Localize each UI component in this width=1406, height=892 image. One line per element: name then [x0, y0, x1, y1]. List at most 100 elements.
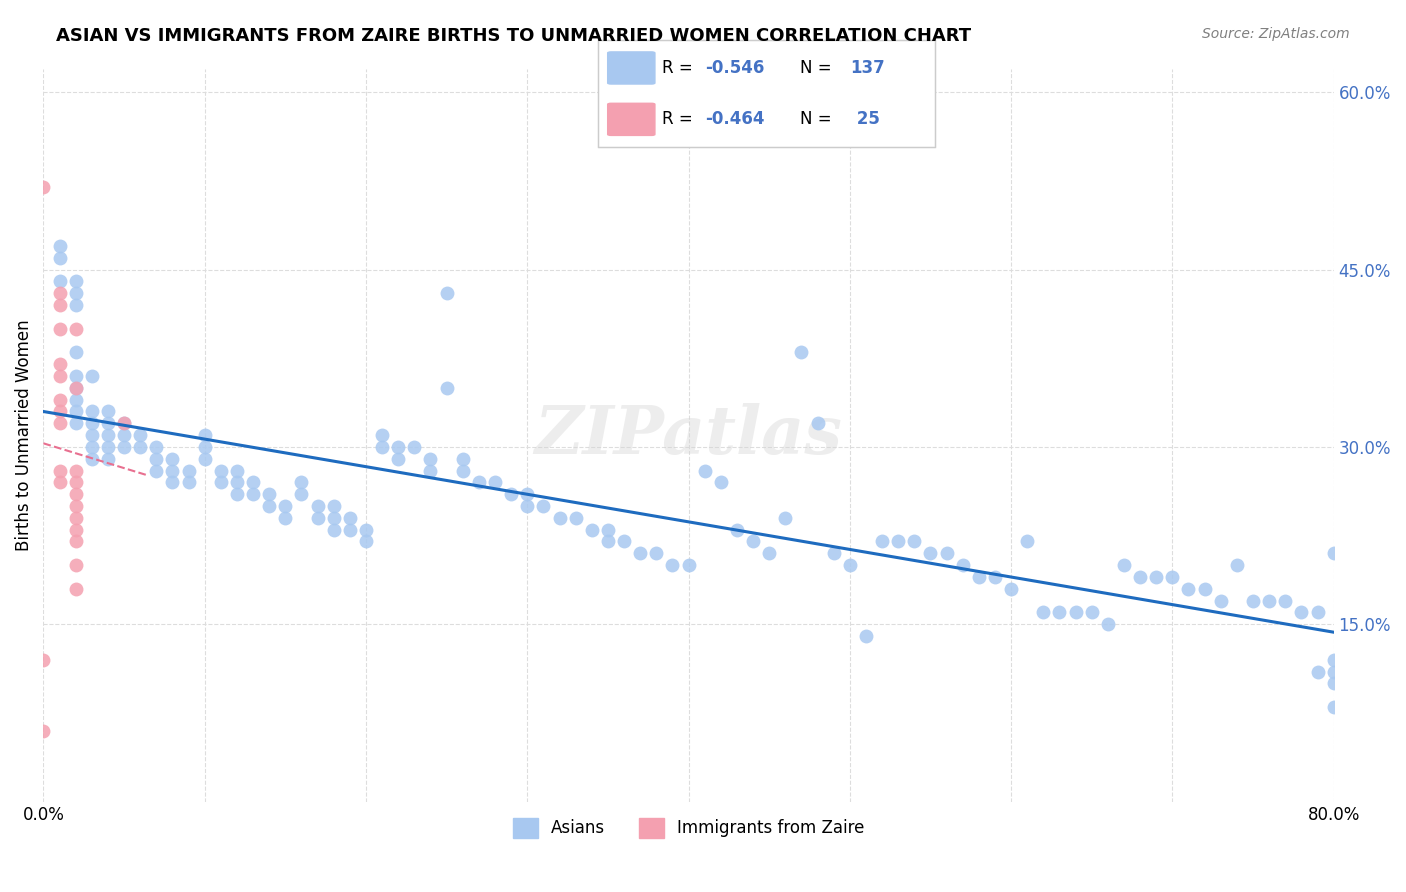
Point [257, 487, 280, 501]
Point [97, 440, 120, 454]
Point [65, 487, 87, 501]
Point [1144, 570, 1167, 584]
Point [48, 392, 70, 407]
Point [48, 251, 70, 265]
Point [80, 416, 103, 430]
Point [581, 523, 603, 537]
Point [48, 404, 70, 418]
Point [65, 416, 87, 430]
Point [112, 416, 135, 430]
Point [65, 274, 87, 288]
Point [693, 463, 716, 477]
Point [516, 487, 538, 501]
Legend: Asians, Immigrants from Zaire: Asians, Immigrants from Zaire [506, 811, 870, 845]
Point [501, 487, 523, 501]
Point [65, 392, 87, 407]
FancyBboxPatch shape [607, 52, 655, 84]
Point [112, 416, 135, 430]
Point [920, 546, 942, 560]
Point [806, 416, 828, 430]
Point [65, 511, 87, 525]
Text: N =: N = [800, 59, 837, 77]
Text: -0.546: -0.546 [706, 59, 765, 77]
FancyBboxPatch shape [607, 103, 655, 136]
Point [354, 523, 377, 537]
Point [65, 381, 87, 395]
Point [596, 534, 619, 549]
Point [226, 487, 249, 501]
Point [531, 499, 554, 513]
Point [80, 428, 103, 442]
Point [194, 451, 217, 466]
Point [903, 534, 925, 549]
Point [516, 499, 538, 513]
Point [1258, 593, 1281, 607]
Point [725, 523, 748, 537]
Point [226, 463, 249, 477]
Text: ZIPatlas: ZIPatlas [534, 402, 842, 467]
Point [65, 381, 87, 395]
Point [387, 440, 409, 454]
Text: N =: N = [800, 111, 837, 128]
Point [32, 653, 55, 667]
Point [1323, 653, 1346, 667]
Point [129, 428, 152, 442]
Point [1291, 606, 1313, 620]
Text: 137: 137 [851, 59, 886, 77]
Point [678, 558, 700, 573]
Point [1080, 606, 1102, 620]
Point [1049, 606, 1071, 620]
Point [32, 723, 55, 738]
Point [887, 534, 910, 549]
Point [48, 286, 70, 301]
Point [1323, 546, 1346, 560]
Point [1226, 558, 1249, 573]
Point [65, 345, 87, 359]
Point [97, 451, 120, 466]
Point [596, 523, 619, 537]
Point [1274, 593, 1296, 607]
Point [65, 286, 87, 301]
Point [80, 404, 103, 418]
Text: R =: R = [662, 59, 697, 77]
Point [48, 239, 70, 253]
Point [242, 475, 264, 490]
Point [404, 440, 426, 454]
Point [1241, 593, 1264, 607]
Point [1323, 676, 1346, 690]
Point [758, 546, 780, 560]
Point [1177, 582, 1199, 596]
Point [194, 428, 217, 442]
Point [274, 511, 297, 525]
Point [274, 499, 297, 513]
Point [952, 558, 974, 573]
Point [1000, 582, 1022, 596]
Text: -0.464: -0.464 [706, 111, 765, 128]
Point [1194, 582, 1216, 596]
Point [48, 475, 70, 490]
Point [1129, 570, 1152, 584]
Point [564, 511, 586, 525]
Point [387, 451, 409, 466]
Point [1209, 593, 1232, 607]
Point [322, 511, 344, 525]
Point [613, 534, 636, 549]
Point [548, 511, 571, 525]
Point [322, 523, 344, 537]
Point [48, 321, 70, 335]
Point [48, 274, 70, 288]
Point [322, 499, 344, 513]
Point [65, 558, 87, 573]
Point [162, 463, 184, 477]
Point [209, 463, 232, 477]
Point [65, 582, 87, 596]
Text: R =: R = [662, 111, 697, 128]
Point [1064, 606, 1087, 620]
Point [145, 440, 167, 454]
Point [790, 345, 813, 359]
Point [307, 511, 329, 525]
Point [870, 534, 893, 549]
Point [112, 440, 135, 454]
Point [935, 546, 957, 560]
Text: Source: ZipAtlas.com: Source: ZipAtlas.com [1202, 27, 1350, 41]
